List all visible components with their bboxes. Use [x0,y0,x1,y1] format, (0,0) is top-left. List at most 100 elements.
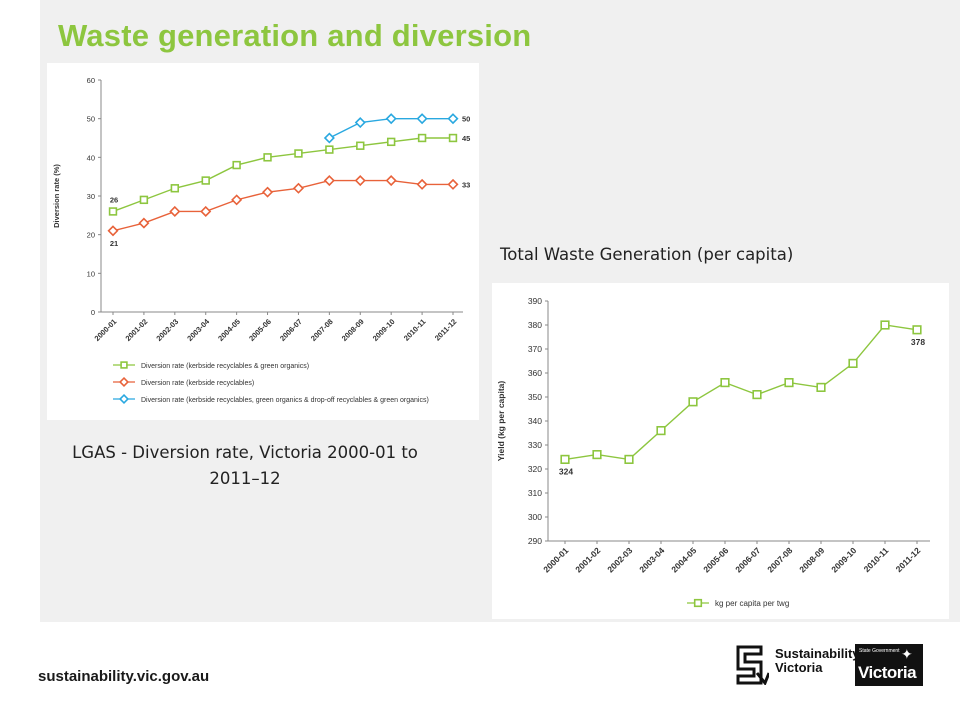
y-tick-label: 320 [528,464,542,474]
sustainability-victoria-logo: Sustainability Victoria [735,645,860,685]
legend-marker [118,376,130,388]
data-label: 378 [911,337,925,347]
x-tick-label: 2005-06 [247,317,273,343]
data-point [231,194,243,206]
y-tick-label: 380 [528,320,542,330]
x-tick-label: 2007-08 [765,545,794,574]
slide-title: Waste generation and diversion [58,18,532,53]
data-point [416,178,428,190]
legend-label: Diversion rate (kerbside recyclables & g… [141,363,309,370]
data-point [354,175,366,187]
data-point [169,205,181,217]
diversion-rate-chart: 0 10 20 30 40 50 60 2000-01 2001-02 2002-03 2003-0… [47,63,479,420]
data-point [139,195,149,205]
x-tick-label: 2010-11 [402,317,428,343]
x-tick-label: 2006-07 [733,545,762,574]
data-point [416,113,428,125]
x-tick-label: 2004-05 [216,317,242,343]
data-point [325,145,334,154]
x-tick-label: 2000-01 [541,545,570,574]
sv-logo-line2: Victoria [775,660,823,675]
y-tick-label: 370 [528,344,542,354]
legend-label: kg per capita per twg [715,599,789,608]
data-point [385,175,397,187]
sv-logo-text: Sustainability Victoria [775,647,860,675]
y-tick-label: 340 [528,416,542,426]
x-tick-label: 2001-02 [123,317,149,343]
y-tick-label: 20 [87,231,95,240]
x-tick-label: 2000-01 [93,317,119,343]
sv-logo-line1: Sustainability [775,646,860,661]
victoria-government-logo: State Government ✦ Victoria [855,644,923,686]
legend-marker [693,598,703,608]
data-point [385,113,397,125]
data-point [447,178,459,190]
y-axis-label: Diversion rate (%) [52,164,61,228]
data-point [688,397,698,407]
y-tick-label: 350 [528,392,542,402]
vic-logo-small-text: State Government [859,648,900,654]
footer-url: sustainability.vic.gov.au [38,668,210,685]
legend-marker [118,393,130,405]
y-tick-label: 10 [87,269,95,278]
data-point [720,378,730,388]
x-tick-label: 2011-12 [433,317,459,343]
data-point [784,378,794,388]
data-point [624,454,634,465]
x-tick-label: 2006-07 [278,317,304,343]
y-axis-label: Yield (kg per capita) [496,381,506,462]
data-point [263,153,272,162]
data-point [201,176,210,185]
x-tick-label: 2008-09 [340,317,366,343]
y-tick-label: 0 [91,308,95,317]
y-tick-label: 50 [87,115,95,124]
data-point [848,358,858,368]
series-line [112,137,453,213]
diversion-rate-chart-svg: 0 10 20 30 40 50 60 2000-01 2001-02 2002-03 2003-0… [52,76,470,405]
data-point [232,160,241,170]
x-tick-label: 2001-02 [573,545,602,574]
x-tick-label: 2007-08 [309,317,335,343]
southern-cross-icon: ✦ [901,646,913,662]
data-point [200,205,212,217]
waste-generation-chart: 290 300 310 320 330 340 350 360 370 380 390 2000-01… [492,283,949,619]
y-tick-label: 390 [528,296,542,306]
legend-marker [120,361,128,369]
data-point [354,117,366,129]
data-point [448,133,458,143]
y-tick-label: 290 [528,536,542,546]
data-label: 33 [462,180,470,189]
slide-margin [0,0,40,622]
data-point [138,217,150,229]
data-point [386,137,396,147]
y-tick-label: 360 [528,368,542,378]
x-tick-label: 2003-04 [185,316,211,342]
data-point [752,390,762,400]
data-label: 26 [110,195,118,204]
vic-logo-text: Victoria [858,663,917,682]
x-tick-label: 2002-03 [605,545,634,574]
data-point [417,133,427,143]
legend-label: Diversion rate (kerbside recyclables) [141,380,254,387]
data-point [262,186,274,198]
x-tick-label: 2002-03 [154,317,180,343]
y-tick-label: 330 [528,440,542,450]
series-line [564,324,918,461]
data-point [292,182,304,194]
data-point [816,382,826,392]
y-tick-label: 30 [87,192,95,201]
y-tick-label: 60 [87,76,95,85]
x-tick-label: 2011-12 [894,545,923,574]
data-point [107,225,119,237]
x-tick-label: 2005-06 [701,545,730,574]
x-tick-label: 2010-11 [862,545,891,574]
data-point [170,184,180,193]
x-tick-label: 2009-10 [829,545,858,574]
data-point [912,325,922,335]
y-tick-label: 300 [528,512,542,522]
data-point [294,149,303,158]
y-tick-label: 310 [528,488,542,498]
series-line [112,179,453,232]
data-point [592,450,602,460]
x-tick-label: 2004-05 [669,545,698,574]
